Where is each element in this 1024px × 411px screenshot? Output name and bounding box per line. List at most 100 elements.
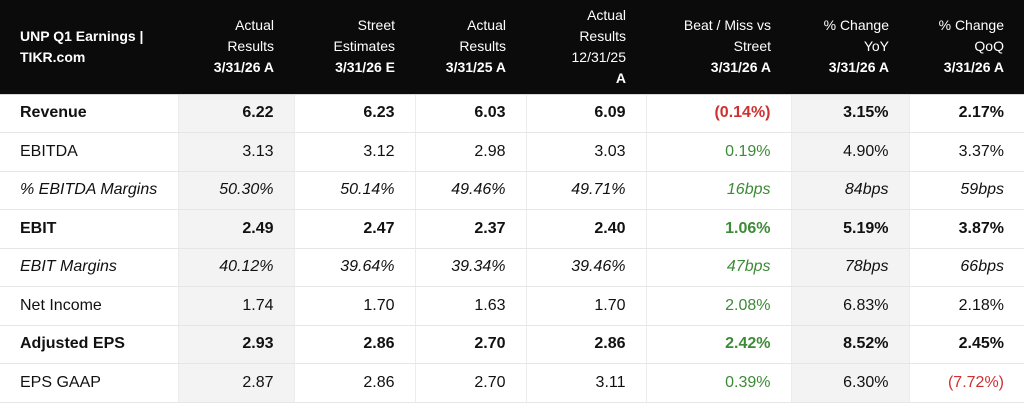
table-cell: 39.46% xyxy=(525,248,646,287)
table-header: UNP Q1 Earnings | TIKR.com Actual Results… xyxy=(0,0,1024,94)
column-header: Actual Results 3/31/26 A xyxy=(178,0,294,94)
table-cell: 39.34% xyxy=(414,248,526,287)
column-header: Actual Results 12/31/25 A xyxy=(526,0,646,94)
column-header-label: Results xyxy=(227,38,274,55)
table-cell: 6.23 xyxy=(293,93,415,133)
column-header-date: 3/31/26 A xyxy=(710,59,771,76)
table-cell: 84bps xyxy=(790,171,909,210)
table-cell: 6.22 xyxy=(177,93,294,133)
table-cell: 2.86 xyxy=(293,324,415,364)
table-cell: 3.87% xyxy=(908,209,1024,249)
table-cell: 49.71% xyxy=(525,171,646,210)
table-cell: 2.17% xyxy=(908,93,1024,133)
table-cell: 1.63 xyxy=(414,286,526,326)
table-cell: 3.03 xyxy=(525,132,646,172)
table-cell: 0.19% xyxy=(645,132,791,172)
column-header: Street Estimates 3/31/26 E xyxy=(294,0,415,94)
table-cell: 6.30% xyxy=(790,363,909,403)
column-header-label: Results xyxy=(579,27,626,44)
table-cell: 4.90% xyxy=(790,132,909,172)
table-cell: 2.87 xyxy=(177,363,294,403)
table-row: EBIT 2.49 2.47 2.37 2.40 1.06% 5.19% 3.87% xyxy=(0,209,1024,249)
table-title: UNP Q1 Earnings | TIKR.com xyxy=(0,0,178,94)
column-header-label: 12/31/25 xyxy=(571,48,627,65)
table-body: Revenue 6.22 6.23 6.03 6.09 (0.14%) 3.15% 2.17%… xyxy=(0,93,1024,403)
table-cell: 6.83% xyxy=(790,286,909,326)
table-cell: 47bps xyxy=(645,248,791,287)
column-header-label: Estimates xyxy=(333,38,395,55)
table-cell: 2.93 xyxy=(177,324,294,364)
column-header: Beat / Miss vs Street 3/31/26 A xyxy=(646,0,791,94)
header-row: UNP Q1 Earnings | TIKR.com Actual Results… xyxy=(0,0,1024,94)
column-header-label: % Change xyxy=(823,17,889,34)
table-cell: 78bps xyxy=(790,248,909,287)
column-header: % Change QoQ 3/31/26 A xyxy=(909,0,1024,94)
table-row: EBIT Margins 40.12% 39.64% 39.34% 39.46% 47bp… xyxy=(0,248,1024,287)
table-cell: 8.52% xyxy=(790,324,909,364)
column-header-date: A xyxy=(615,69,626,86)
table-title-line2: TIKR.com xyxy=(20,48,86,65)
table-cell: 2.08% xyxy=(645,286,791,326)
table-cell: 3.15% xyxy=(790,93,909,133)
table-row: EBITDA 3.13 3.12 2.98 3.03 0.19% 4.90% 3.37% xyxy=(0,132,1024,172)
column-header-date: 3/31/26 E xyxy=(335,59,395,76)
column-header-label: Actual xyxy=(587,6,626,23)
table-cell: 1.70 xyxy=(525,286,646,326)
column-header: Actual Results 3/31/25 A xyxy=(415,0,526,94)
table-cell: 50.30% xyxy=(177,171,294,210)
table-cell: 2.98 xyxy=(414,132,526,172)
table-cell: 2.42% xyxy=(645,324,791,364)
row-label: Revenue xyxy=(0,93,178,133)
table-cell: 40.12% xyxy=(177,248,294,287)
table-row: Adjusted EPS 2.93 2.86 2.70 2.86 2.42% 8.52% 2.… xyxy=(0,324,1024,364)
row-label: EPS GAAP xyxy=(0,363,178,403)
column-header-date: 3/31/26 A xyxy=(828,59,889,76)
row-label: Adjusted EPS xyxy=(0,324,178,364)
table-cell: 2.86 xyxy=(525,324,646,364)
column-header-date: 3/31/26 A xyxy=(943,59,1004,76)
table-cell: 0.39% xyxy=(645,363,791,403)
table-cell: 59bps xyxy=(908,171,1024,210)
column-header-label: QoQ xyxy=(974,38,1004,55)
table-cell: 16bps xyxy=(645,171,791,210)
row-label: EBIT Margins xyxy=(0,248,178,287)
table-cell: 2.86 xyxy=(293,363,415,403)
row-label: % EBITDA Margins xyxy=(0,171,178,210)
column-header-label: Results xyxy=(459,38,506,55)
table-cell: 3.12 xyxy=(293,132,415,172)
table-cell: 3.37% xyxy=(908,132,1024,172)
row-label: EBIT xyxy=(0,209,178,249)
table-cell: 2.47 xyxy=(293,209,415,249)
table-cell: 1.74 xyxy=(177,286,294,326)
row-label: EBITDA xyxy=(0,132,178,172)
table-cell: 1.70 xyxy=(293,286,415,326)
column-header-label: Street xyxy=(357,17,395,34)
table-cell: 2.37 xyxy=(414,209,526,249)
table-title-line1: UNP Q1 Earnings | xyxy=(20,27,144,44)
table-cell: 2.49 xyxy=(177,209,294,249)
table-cell: 3.11 xyxy=(525,363,646,403)
column-header-label: Actual xyxy=(235,17,274,34)
table-cell: 66bps xyxy=(908,248,1024,287)
table-cell: (0.14%) xyxy=(645,93,791,133)
table-cell: 2.40 xyxy=(525,209,646,249)
table-cell: (7.72%) xyxy=(908,363,1024,403)
table-cell: 50.14% xyxy=(293,171,415,210)
table-cell: 49.46% xyxy=(414,171,526,210)
column-header-label: Street xyxy=(733,38,771,55)
table-row: EPS GAAP 2.87 2.86 2.70 3.11 0.39% 6.30% (7.72%… xyxy=(0,363,1024,403)
column-header-label: YoY xyxy=(863,38,889,55)
column-header: % Change YoY 3/31/26 A xyxy=(791,0,909,94)
table-cell: 2.45% xyxy=(908,324,1024,364)
table-cell: 6.03 xyxy=(414,93,526,133)
row-label: Net Income xyxy=(0,286,178,326)
table-row: Revenue 6.22 6.23 6.03 6.09 (0.14%) 3.15% 2.17% xyxy=(0,93,1024,133)
table-row: Net Income 1.74 1.70 1.63 1.70 2.08% 6.83% 2.18… xyxy=(0,286,1024,326)
column-header-date: 3/31/25 A xyxy=(445,59,506,76)
table-cell: 39.64% xyxy=(293,248,415,287)
table-row: % EBITDA Margins 50.30% 50.14% 49.46% 49.71%… xyxy=(0,171,1024,210)
table-cell: 2.18% xyxy=(908,286,1024,326)
table-cell: 2.70 xyxy=(414,363,526,403)
column-header-date: 3/31/26 A xyxy=(213,59,274,76)
table-cell: 3.13 xyxy=(177,132,294,172)
